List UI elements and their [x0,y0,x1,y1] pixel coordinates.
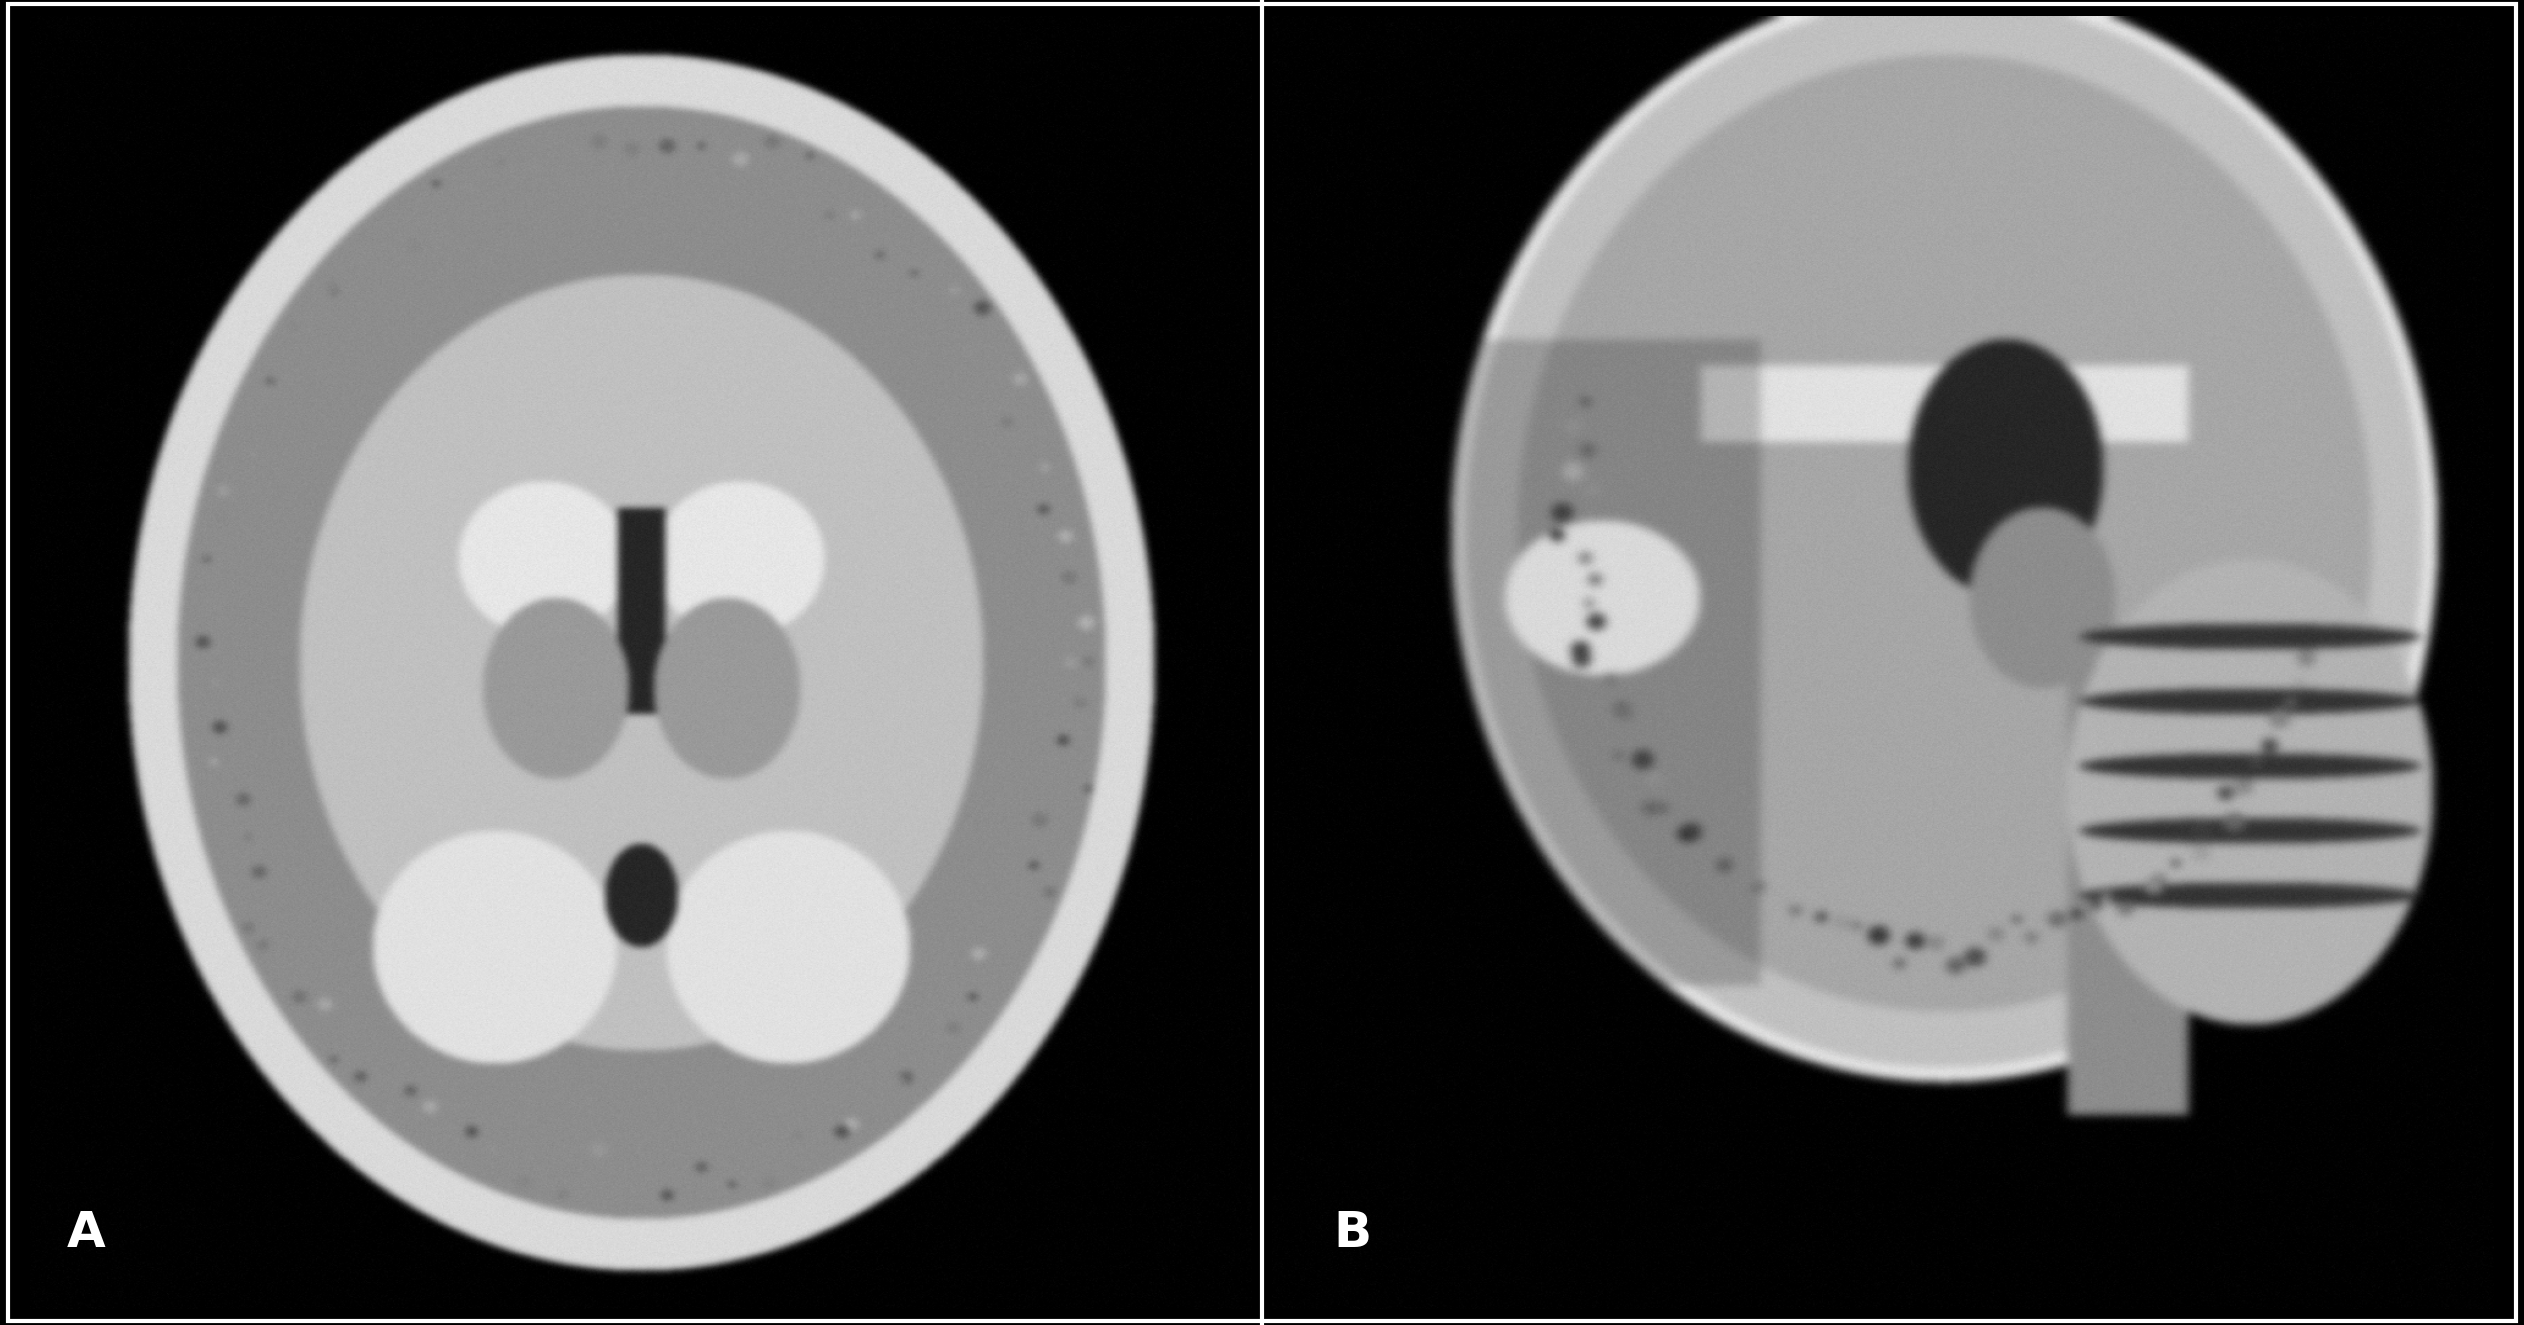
Text: A: A [68,1210,106,1257]
Text: B: B [1333,1210,1371,1257]
